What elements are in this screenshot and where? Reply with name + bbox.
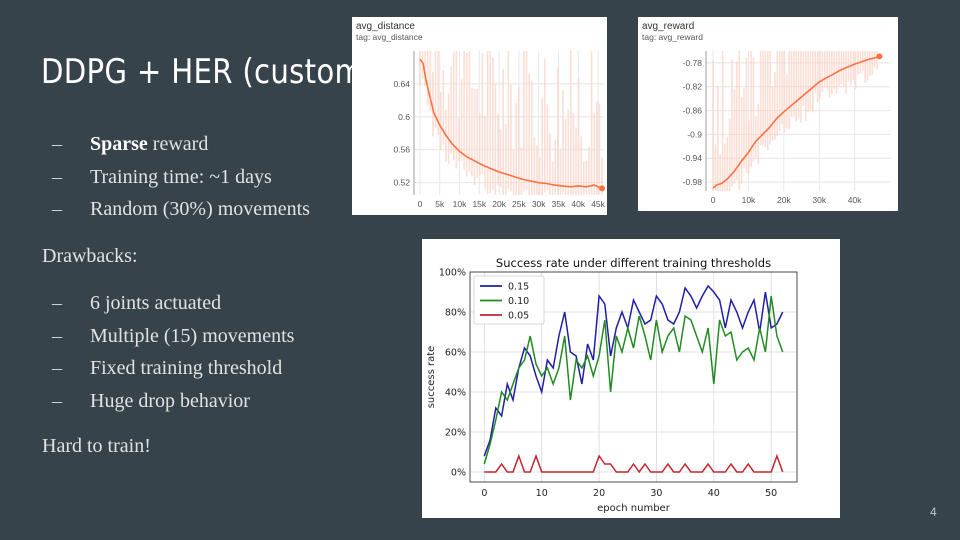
y-tick-label: 80% (445, 308, 466, 319)
series-line-0-05 (484, 453, 784, 474)
legend-label: 0.15 (508, 282, 529, 293)
legend-label: 0.10 (508, 296, 529, 307)
chart-title: avg_distance (356, 21, 415, 32)
y-tick-label: 0.56 (393, 145, 410, 155)
x-tick-label: 25k (512, 199, 526, 209)
x-tick-label: 0 (418, 199, 423, 209)
y-tick-label: -0.86 (683, 106, 703, 116)
y-tick-label: 0.52 (393, 178, 410, 188)
x-axis-label: epoch number (597, 503, 671, 514)
bullet-random-movements: – Random (30%) movements (52, 198, 310, 220)
drawbacks-label: Drawbacks: (42, 245, 138, 267)
drawback-item: – Multiple (15) movements (52, 324, 295, 347)
chart-subtitle: tag: avg_distance (356, 32, 423, 42)
y-tick-label: -0.9 (687, 129, 702, 139)
y-tick-label: -0.82 (683, 82, 703, 92)
page-number: 4 (930, 505, 937, 519)
y-tick-label: 20% (445, 428, 466, 439)
x-tick-label: 45k (591, 199, 605, 209)
x-tick-label: 15k (472, 199, 486, 209)
x-tick-label: 10k (742, 195, 756, 205)
x-tick-label: 50 (765, 488, 777, 499)
y-tick-label: -0.78 (683, 58, 703, 68)
legend-label: 0.05 (508, 311, 529, 322)
bullet-training-time: – Training time: ~1 days (52, 165, 272, 188)
x-tick-label: 20 (593, 488, 605, 499)
slide-title: DDPG + HER (custom) (41, 52, 375, 92)
last-value-dot (876, 53, 883, 60)
avg-reward-chart-panel: avg_reward tag: avg_reward -0.98 -0.94 -0.9 -… (638, 17, 898, 211)
legend-box (473, 275, 545, 325)
drawbacks-list: –6 joints actuated – Multiple (15) moveme… (52, 290, 294, 420)
y-tick-label: -0.98 (683, 177, 703, 187)
x-tick-label: 5k (435, 199, 445, 209)
y-tick-label: -0.94 (683, 153, 703, 163)
x-tick-label: 20k (777, 195, 791, 205)
x-tick-label: 10k (453, 199, 467, 209)
x-tick-label: 40k (848, 195, 862, 205)
x-tick-label: 35k (552, 199, 566, 209)
avg-distance-chart-panel: avg_distance tag: avg_distance 0.52 0.56 0.6… (352, 17, 607, 215)
series-line-0-10 (483, 295, 784, 465)
chart-title: avg_reward (642, 21, 694, 32)
y-tick-label: 40% (445, 388, 466, 399)
success-rate-chart-panel: Success rate under different training th… (422, 239, 840, 518)
y-tick-label: 100% (439, 268, 466, 279)
x-tick-label: 30k (812, 195, 826, 205)
y-tick-label: 0.6 (398, 112, 410, 122)
y-tick-label: 0.64 (393, 79, 410, 89)
y-tick-label: 60% (445, 348, 466, 359)
x-tick-label: 0 (481, 488, 487, 499)
drawback-item: – Fixed training threshold (52, 357, 283, 379)
y-axis-label: success rate (426, 346, 437, 409)
x-tick-label: 40k (571, 199, 585, 209)
x-tick-label: 20k (492, 199, 506, 209)
bullet-sparse-reward: – Sparse reward (52, 133, 209, 155)
success-rate-chart: Success rate under different training th… (426, 256, 798, 514)
x-tick-label: 0 (711, 195, 716, 205)
x-tick-label: 40 (708, 488, 720, 499)
chart-subtitle: tag: avg_reward (642, 32, 703, 42)
drawback-item: – Huge drop behavior (52, 389, 250, 412)
smoothed-line (419, 58, 603, 190)
smoothed-line (712, 55, 880, 189)
x-tick-label: 30 (650, 488, 662, 499)
last-value-dot (599, 185, 606, 192)
plot-frame (469, 271, 798, 483)
series-line-0-15 (483, 284, 784, 457)
training-bullets: – Sparse reward – Training time: ~1 days –… (52, 131, 310, 229)
conclusion-text: Hard to train! (42, 435, 151, 457)
y-tick-label: 0% (451, 468, 466, 479)
x-tick-label: 30k (532, 199, 546, 209)
drawback-item: –6 joints actuated (52, 292, 222, 314)
x-tick-label: 10 (536, 488, 548, 499)
chart-title: Success rate under different training th… (496, 256, 771, 270)
